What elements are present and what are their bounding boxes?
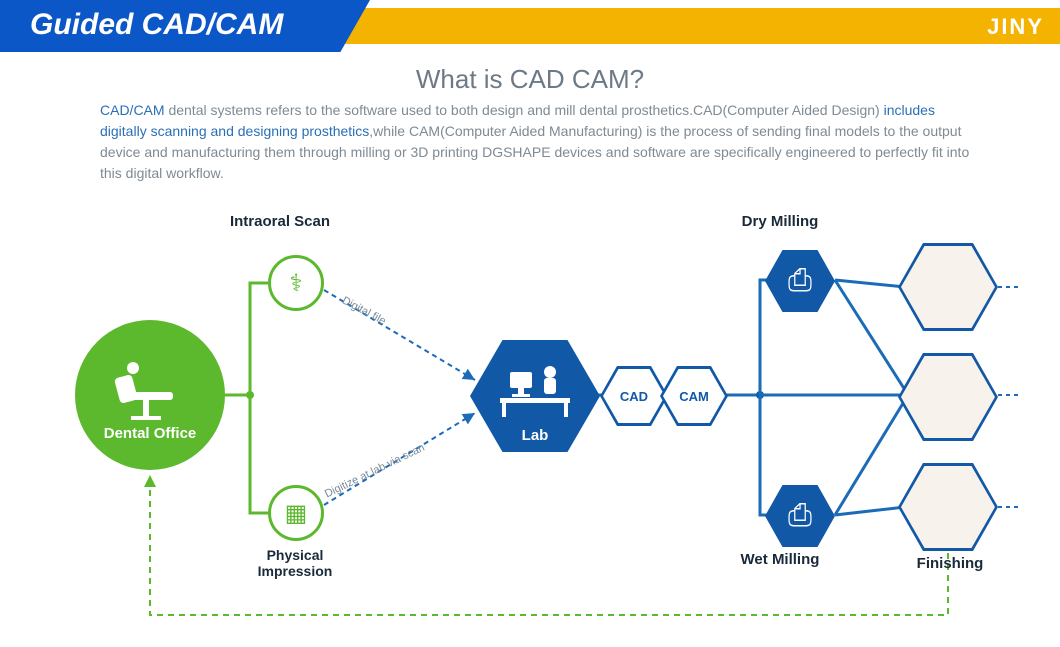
physical-label-1: Physical <box>225 547 365 563</box>
node-cad: CAD <box>603 369 665 423</box>
physical-label-2: Impression <box>225 563 365 579</box>
node-lab: Lab <box>470 340 600 452</box>
wet-mill-machine-icon: ⎙ <box>788 499 812 533</box>
node-cam: CAM <box>663 369 725 423</box>
tooth-tray-icon: ▦ <box>285 499 308 528</box>
dry-milling-label: Dry Milling <box>720 213 840 230</box>
cad-label: CAD <box>620 389 648 404</box>
node-output-crown <box>898 353 998 441</box>
edge-label-digitize: Digitize at lab via scan <box>323 442 427 501</box>
workflow-diagram: Dental Office Intraoral Scan ⚕ ▦ Physica… <box>0 195 1060 640</box>
intraoral-label: Intraoral Scan <box>210 213 350 230</box>
dry-mill-machine-icon: ⎙ <box>788 264 812 298</box>
node-dental-office: Dental Office <box>75 320 225 470</box>
dental-chair-icon <box>75 320 225 470</box>
header-banner: Guided CAD/CAM JINY <box>0 0 1060 52</box>
tooth-scan-icon: ⚕ <box>290 269 303 298</box>
dental-office-label: Dental Office <box>75 425 225 442</box>
node-output-abutment <box>898 463 998 551</box>
node-physical-impression: ▦ <box>268 485 324 541</box>
lab-desk-icon <box>470 350 600 430</box>
page-heading: What is CAD CAM? <box>0 64 1060 95</box>
node-intraoral-scan: ⚕ <box>268 255 324 311</box>
hl-cadcam: CAD/CAM <box>100 102 165 118</box>
edge-label-digital-file: Digital file <box>340 295 388 328</box>
cam-label: CAM <box>679 389 709 404</box>
node-output-denture <box>898 243 998 331</box>
node-wet-milling: ⎙ <box>765 485 835 547</box>
finishing-label: Finishing <box>900 555 1000 572</box>
node-dry-milling: ⎙ <box>765 250 835 312</box>
wet-milling-label: Wet Milling <box>720 551 840 568</box>
banner-title: Guided CAD/CAM <box>30 8 283 42</box>
intro-paragraph: CAD/CAM dental systems refers to the sof… <box>100 100 970 184</box>
brand-logo-text: JINY <box>987 14 1044 40</box>
